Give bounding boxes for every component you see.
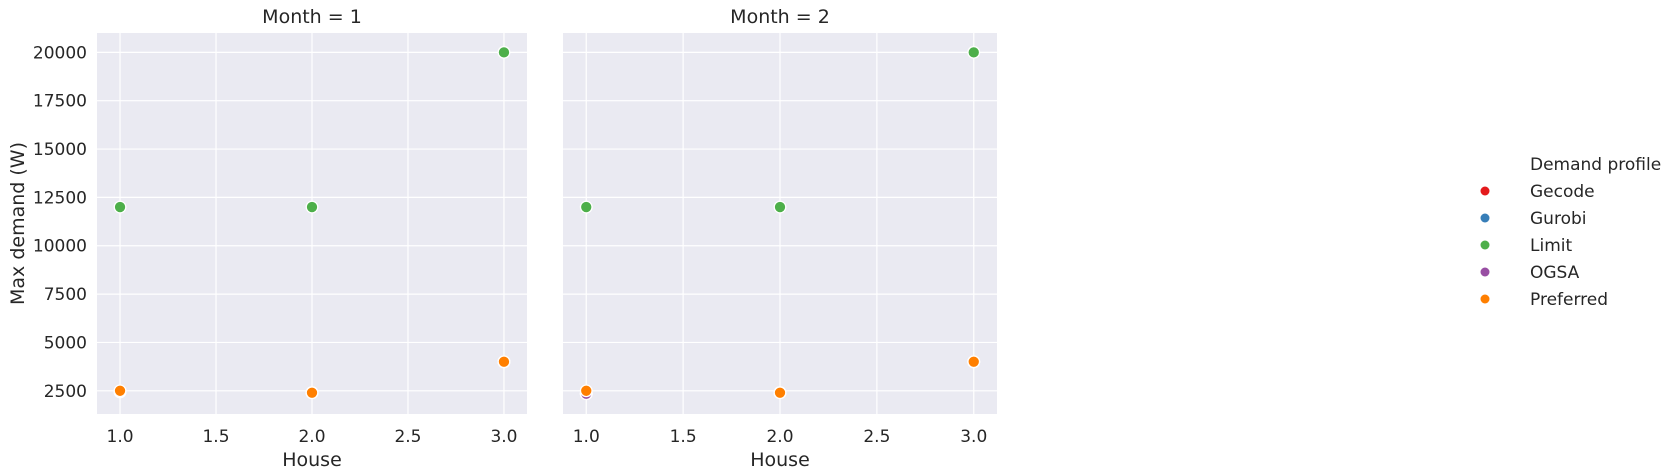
series-limit bbox=[579, 45, 981, 214]
y-tick-label: 7500 bbox=[44, 285, 87, 305]
series-preferred bbox=[579, 355, 981, 400]
legend-label-gurobi: Gurobi bbox=[1530, 209, 1586, 229]
legend-label-ogsa: OGSA bbox=[1530, 263, 1580, 283]
y-tick-label: 20000 bbox=[33, 43, 87, 63]
series-preferred bbox=[113, 355, 511, 400]
legend-marker-gecode bbox=[1480, 186, 1490, 196]
data-point-preferred bbox=[773, 386, 787, 400]
facet-panel-2: 1.0 1.5 2.0 2.5 3.0 Month = 2 House bbox=[563, 6, 997, 471]
x-tick-label: 1.5 bbox=[202, 427, 229, 447]
series-limit bbox=[113, 45, 511, 214]
legend-label-gecode: Gecode bbox=[1530, 182, 1595, 202]
data-point-limit bbox=[113, 200, 127, 214]
x-tick-label: 2.0 bbox=[298, 427, 325, 447]
data-point-preferred bbox=[305, 386, 319, 400]
data-point-limit bbox=[497, 45, 511, 59]
data-point-limit bbox=[967, 45, 981, 59]
y-tick-label: 12500 bbox=[33, 188, 87, 208]
legend-marker-preferred bbox=[1480, 294, 1490, 304]
x-tick-label: 1.0 bbox=[573, 427, 600, 447]
legend-label-limit: Limit bbox=[1530, 236, 1572, 256]
legend-label-preferred: Preferred bbox=[1530, 290, 1608, 310]
x-tick-label: 2.0 bbox=[766, 427, 793, 447]
facet-panel-1: 1.0 1.5 2.0 2.5 3.0 2500 5000 7500 10000 12500 150… bbox=[7, 6, 527, 471]
data-point-preferred bbox=[497, 355, 511, 369]
legend-marker-ogsa bbox=[1480, 267, 1490, 277]
y-tick-label: 10000 bbox=[33, 237, 87, 257]
facet-title: Month = 1 bbox=[262, 6, 362, 28]
data-point-limit bbox=[579, 200, 593, 214]
y-tick-label: 17500 bbox=[33, 92, 87, 112]
data-point-limit bbox=[305, 200, 319, 214]
y-tick-label: 15000 bbox=[33, 140, 87, 160]
legend-title: Demand profile bbox=[1530, 155, 1661, 175]
legend-marker-gurobi bbox=[1480, 213, 1490, 223]
y-tick-label: 2500 bbox=[44, 382, 87, 402]
x-tick-label: 2.5 bbox=[863, 427, 890, 447]
data-point-preferred bbox=[967, 355, 981, 369]
x-tick-label: 3.0 bbox=[960, 427, 987, 447]
data-point-preferred bbox=[579, 384, 593, 398]
data-point-limit bbox=[773, 200, 787, 214]
legend-marker-limit bbox=[1480, 240, 1490, 250]
x-axis-label: House bbox=[282, 449, 342, 471]
data-point-preferred bbox=[113, 384, 127, 398]
x-tick-label: 1.5 bbox=[670, 427, 697, 447]
x-axis-label: House bbox=[750, 449, 810, 471]
x-tick-label: 2.5 bbox=[394, 427, 421, 447]
legend: Demand profile Gecode Gurobi Limit OGSA Prefe… bbox=[1480, 155, 1661, 310]
x-tick-label: 3.0 bbox=[490, 427, 517, 447]
facet-title: Month = 2 bbox=[730, 6, 830, 28]
y-tick-label: 5000 bbox=[44, 333, 87, 353]
y-axis-label: Max demand (W) bbox=[7, 142, 29, 305]
x-tick-label: 1.0 bbox=[107, 427, 134, 447]
